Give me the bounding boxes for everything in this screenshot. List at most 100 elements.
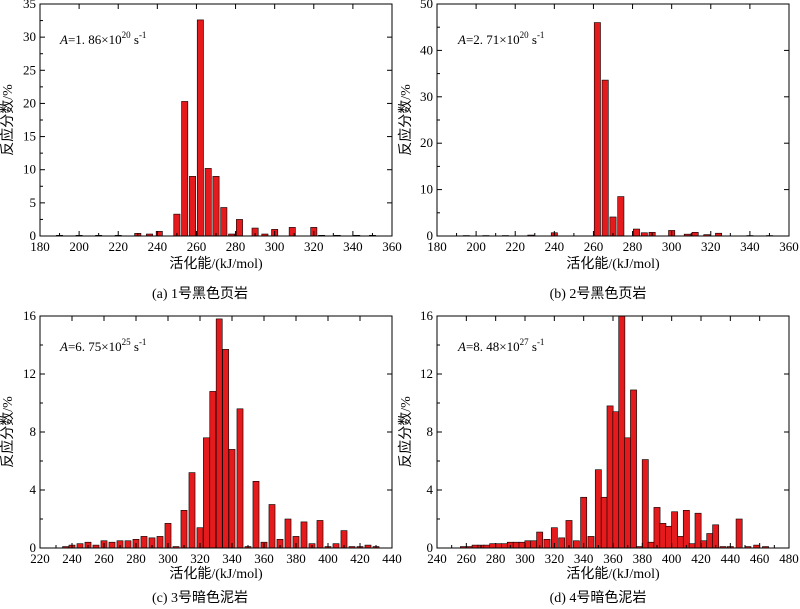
- x-tick-label: 360: [779, 239, 799, 254]
- chart-bar: [220, 207, 228, 237]
- x-tick-label: 480: [779, 551, 799, 566]
- x-tick-label: 300: [662, 239, 682, 254]
- x-tick-label: 240: [545, 239, 565, 254]
- chart-bar: [659, 523, 667, 549]
- chart-bar: [580, 496, 588, 549]
- chart-bar: [641, 459, 649, 549]
- x-tick-label: 200: [69, 239, 89, 254]
- y-tick-label: 25: [23, 62, 36, 77]
- chart-bar: [173, 213, 181, 237]
- x-tick-label: 400: [662, 551, 682, 566]
- chart-bar: [512, 541, 520, 549]
- x-tick-label: 440: [382, 551, 402, 566]
- param-unit: s: [529, 32, 537, 47]
- chart-bar: [565, 520, 573, 549]
- y-tick-label: 35: [23, 0, 36, 11]
- x-axis-label: 活化能/(kJ/mol): [566, 566, 660, 582]
- chart-bar: [706, 533, 714, 549]
- chart-bar: [712, 524, 720, 549]
- y-tick-label: 10: [420, 182, 433, 197]
- x-tick-label: 320: [190, 551, 210, 566]
- param-symbol: A: [59, 339, 68, 354]
- y-tick-label: 20: [420, 135, 433, 150]
- chart-bar: [204, 168, 212, 237]
- x-axis-label: 活化能/(kJ/mol): [566, 256, 660, 272]
- x-tick-label: 420: [350, 551, 370, 566]
- x-tick-label: 300: [265, 239, 285, 254]
- chart-bar: [606, 405, 614, 549]
- x-tick-label: 400: [318, 551, 338, 566]
- chart-bar: [236, 408, 244, 549]
- chart-bar: [203, 437, 210, 549]
- param-value: =2. 71×10: [466, 32, 520, 47]
- chart-bar: [688, 543, 696, 549]
- param-unit: s: [529, 339, 537, 354]
- chart-bar: [501, 543, 508, 549]
- x-tick-label: 220: [30, 551, 50, 566]
- x-tick-label: 260: [584, 239, 604, 254]
- chart-bar: [624, 437, 632, 549]
- x-tick-label: 340: [574, 551, 594, 566]
- chart-bar: [694, 512, 702, 549]
- chart-bar: [530, 540, 538, 549]
- chart-bar: [332, 543, 340, 549]
- y-tick-label: 0: [30, 228, 37, 243]
- param-unit: s: [131, 32, 139, 47]
- chart-bar: [700, 540, 708, 549]
- x-tick-label: 260: [457, 551, 477, 566]
- chart-bar: [543, 538, 551, 549]
- y-tick-label: 0: [427, 540, 434, 555]
- param-symbol: A: [457, 339, 466, 354]
- x-tick-label: 340: [222, 551, 242, 566]
- param-value: =8. 48×10: [466, 339, 520, 354]
- y-tick-label: 15: [23, 129, 36, 144]
- chart-bar: [633, 228, 640, 237]
- x-tick-label: 420: [691, 551, 711, 566]
- x-tick-label: 460: [750, 551, 770, 566]
- y-tick-label: 16: [23, 308, 37, 323]
- chart-bar: [300, 521, 308, 549]
- chart-bar: [524, 540, 532, 549]
- y-tick-label: 8: [30, 424, 37, 439]
- y-tick-label: 5: [30, 195, 37, 210]
- param-unit-exponent: -1: [139, 30, 147, 40]
- chart-bar: [489, 543, 497, 549]
- x-tick-label: 320: [304, 239, 324, 254]
- x-tick-label: 380: [286, 551, 306, 566]
- chart-bar: [156, 536, 164, 549]
- y-axis-label: 反应分数/%: [0, 396, 16, 468]
- y-axis-label: 反应分数/%: [0, 84, 16, 156]
- chart-bar: [593, 22, 601, 237]
- frequency-factor-label: A=6. 75×1025 s-1: [59, 337, 146, 354]
- y-tick-label: 20: [23, 95, 36, 110]
- panel-caption: (b) 2号黑色页岩: [550, 285, 647, 302]
- chart-bar: [682, 509, 690, 549]
- chart-bar: [617, 196, 625, 237]
- x-tick-label: 180: [30, 239, 50, 254]
- chart-bar: [572, 540, 580, 549]
- chart-bar: [735, 518, 743, 549]
- x-tick-label: 300: [515, 551, 535, 566]
- x-tick-label: 200: [466, 239, 486, 254]
- x-tick-label: 360: [254, 551, 274, 566]
- chart-bar: [558, 537, 566, 549]
- chart-bar: [647, 541, 655, 549]
- y-tick-label: 0: [30, 540, 37, 555]
- chart-bar: [671, 511, 678, 549]
- chart-bar: [188, 472, 196, 549]
- x-tick-label: 240: [148, 239, 168, 254]
- x-axis-label: 活化能/(kJ/mol): [169, 566, 263, 582]
- param-symbol: A: [457, 32, 466, 47]
- chart-bar: [140, 536, 148, 549]
- y-tick-label: 12: [23, 366, 36, 381]
- y-tick-label: 30: [420, 89, 433, 104]
- x-tick-label: 340: [740, 239, 760, 254]
- chart-bar: [124, 540, 132, 549]
- y-axis-label: 反应分数/%: [397, 84, 414, 156]
- panel-caption: (d) 4号暗色泥岩: [550, 589, 647, 606]
- chart-bar: [252, 480, 260, 549]
- param-unit: s: [131, 339, 139, 354]
- x-tick-label: 220: [505, 239, 525, 254]
- x-tick-label: 240: [62, 551, 82, 566]
